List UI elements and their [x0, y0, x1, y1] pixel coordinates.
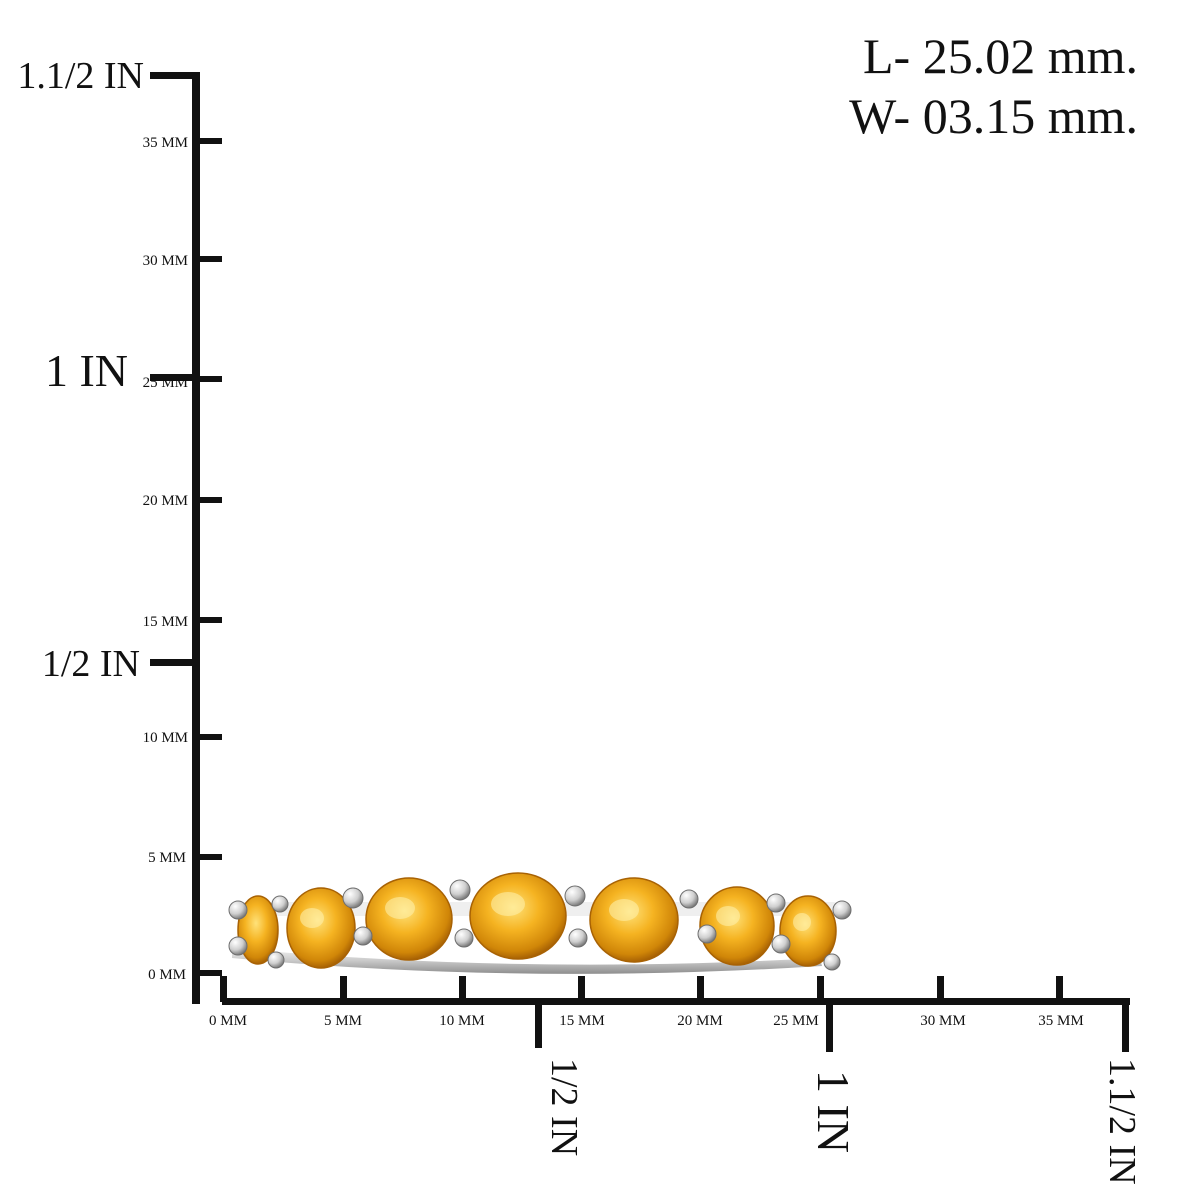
v-tick-25mm — [196, 376, 222, 382]
v-tick-half-inch — [150, 659, 196, 666]
h-label-35mm: 35 MM — [1038, 1013, 1083, 1029]
h-tick-one-half-inch — [1122, 1002, 1129, 1052]
h-label-15mm: 15 MM — [559, 1013, 604, 1029]
v-tick-one-half-inch — [150, 72, 196, 79]
gem-stone-4 — [469, 872, 567, 960]
v-tick-10mm — [196, 734, 222, 740]
horizontal-ruler: 0 MM 5 MM 10 MM 15 MM 20 MM 25 MM 30 MM … — [209, 976, 1143, 1185]
h-tick-25mm — [817, 976, 824, 1002]
h-tick-half-inch — [535, 1002, 542, 1048]
v-label-5mm: 5 MM — [148, 850, 186, 866]
v-label-25mm: 25 MM — [143, 375, 188, 391]
h-label-half-inch: 1/2 IN — [543, 1058, 585, 1156]
dimensions-caption: L- 25.02 mm. W- 03.15 mm. — [849, 26, 1138, 146]
v-label-10mm: 10 MM — [143, 730, 188, 746]
v-tick-one-inch — [150, 374, 196, 381]
v-label-one-inch: 1 IN — [45, 345, 128, 396]
v-tick-5mm — [196, 854, 222, 860]
vertical-ruler-line — [192, 72, 200, 1004]
h-label-20mm: 20 MM — [677, 1013, 722, 1029]
v-label-30mm: 30 MM — [143, 253, 188, 269]
v-tick-15mm — [196, 617, 222, 623]
h-label-one-inch: 1 IN — [808, 1070, 859, 1153]
v-label-15mm: 15 MM — [143, 614, 188, 630]
h-label-5mm: 5 MM — [324, 1013, 362, 1029]
gem-stone-5 — [589, 877, 679, 963]
v-tick-30mm — [196, 256, 222, 262]
h-label-25mm: 25 MM — [773, 1013, 818, 1029]
h-label-0mm: 0 MM — [209, 1013, 247, 1029]
v-tick-35mm — [196, 138, 222, 144]
length-text: L- 25.02 mm. — [863, 28, 1138, 84]
v-label-20mm: 20 MM — [143, 493, 188, 509]
citrine-ring — [228, 872, 852, 974]
gem-stone-7 — [779, 895, 837, 967]
h-tick-0mm — [220, 976, 227, 1002]
gem-stone-1 — [237, 895, 279, 965]
h-tick-5mm — [340, 976, 347, 1002]
ring-prongs — [228, 879, 852, 971]
gem-stone-2 — [286, 887, 356, 969]
v-label-half-inch: 1/2 IN — [42, 643, 140, 685]
v-tick-20mm — [196, 497, 222, 503]
gem-stone-6 — [699, 886, 775, 966]
v-label-35mm: 35 MM — [143, 135, 188, 151]
h-tick-20mm — [697, 976, 704, 1002]
h-tick-30mm — [937, 976, 944, 1002]
h-tick-10mm — [459, 976, 466, 1002]
v-tick-0mm — [196, 970, 222, 976]
h-label-one-half-inch: 1.1/2 IN — [1101, 1058, 1143, 1185]
h-tick-15mm — [578, 976, 585, 1002]
h-label-30mm: 30 MM — [920, 1013, 965, 1029]
gem-stone-3 — [365, 877, 453, 961]
width-text: W- 03.15 mm. — [849, 88, 1138, 144]
vertical-ruler: 0 MM 5 MM 10 MM 15 MM 20 MM 25 MM 30 MM … — [17, 55, 222, 1004]
v-label-0mm: 0 MM — [148, 967, 186, 983]
h-tick-35mm — [1056, 976, 1063, 1002]
ring-band — [232, 948, 822, 974]
horizontal-ruler-line — [222, 998, 1130, 1005]
gem-facets — [300, 892, 811, 931]
h-tick-one-inch — [826, 1002, 833, 1052]
h-label-10mm: 10 MM — [439, 1013, 484, 1029]
v-label-one-half-inch: 1.1/2 IN — [17, 55, 144, 97]
